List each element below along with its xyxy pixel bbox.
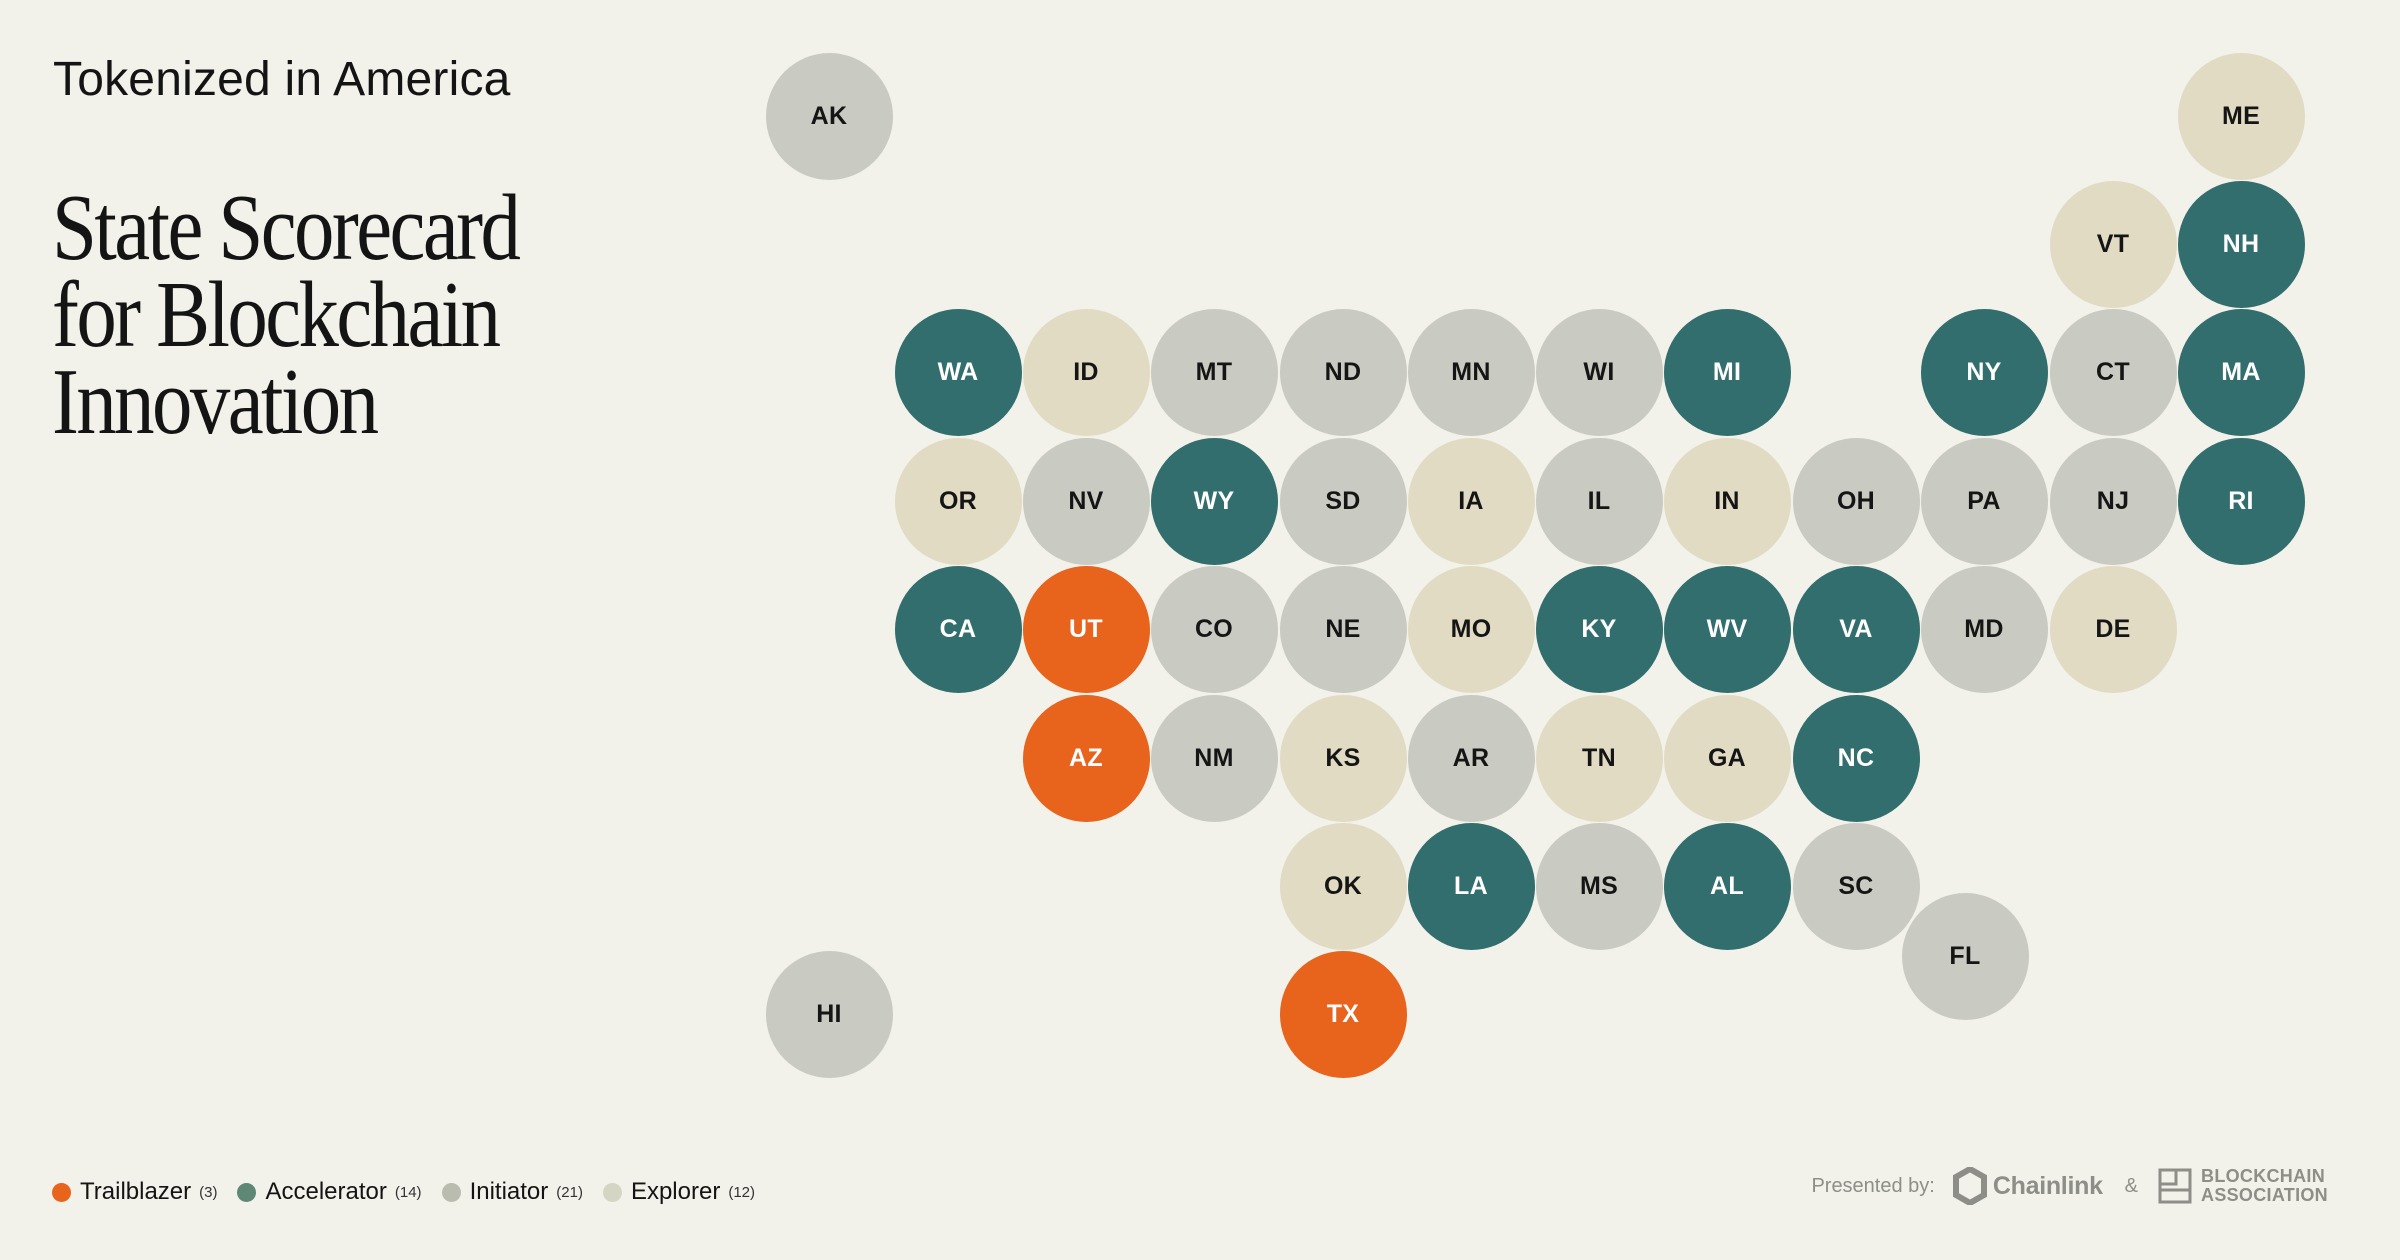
ba-line-2: ASSOCIATION — [2201, 1185, 2328, 1205]
state-la[interactable]: LA — [1407, 822, 1535, 950]
legend-item-explorer: Explorer (12) — [602, 1178, 756, 1206]
state-ms[interactable]: MS — [1535, 822, 1663, 950]
legend-item-accelerator: Accelerator (14) — [237, 1178, 422, 1206]
state-fl[interactable]: FL — [1901, 892, 2029, 1020]
state-sd[interactable]: SD — [1279, 437, 1407, 565]
state-de[interactable]: DE — [2049, 565, 2177, 693]
state-ma[interactable]: MA — [2177, 308, 2305, 436]
state-id[interactable]: ID — [1022, 308, 1150, 436]
legend-count: (12) — [728, 1183, 756, 1201]
title-line-3: Innovation — [52, 350, 379, 454]
state-ca[interactable]: CA — [894, 565, 1022, 693]
chainlink-logo[interactable]: Chainlink — [1952, 1167, 2103, 1205]
state-mn[interactable]: MN — [1407, 308, 1535, 436]
state-vt[interactable]: VT — [2049, 180, 2177, 308]
title-line-1: State Scorecard — [52, 176, 521, 280]
blockchain-association-wordmark: BLOCKCHAIN ASSOCIATION — [2201, 1167, 2328, 1205]
ampersand: & — [2124, 1174, 2139, 1197]
state-nh[interactable]: NH — [2177, 180, 2305, 308]
legend-item-trailblazer: Trailblazer (3) — [52, 1178, 217, 1206]
state-wv[interactable]: WV — [1663, 565, 1791, 693]
state-sc[interactable]: SC — [1792, 822, 1920, 950]
state-nv[interactable]: NV — [1022, 437, 1150, 565]
state-ne[interactable]: NE — [1279, 565, 1407, 693]
blockchain-association-logo[interactable]: BLOCKCHAIN ASSOCIATION — [2158, 1167, 2328, 1205]
state-tx[interactable]: TX — [1279, 950, 1407, 1078]
state-ak[interactable]: AK — [765, 52, 893, 180]
legend-count: (21) — [556, 1183, 583, 1201]
credits: Presented by: Chainlink & BLOCKCHAIN ASS… — [1811, 1167, 2328, 1205]
legend-swatch-trailblazer — [52, 1182, 71, 1202]
state-nd[interactable]: ND — [1279, 308, 1407, 436]
state-mi[interactable]: MI — [1663, 308, 1791, 436]
legend-swatch-explorer — [602, 1182, 622, 1202]
state-me[interactable]: ME — [2177, 52, 2305, 180]
state-ga[interactable]: GA — [1663, 694, 1791, 822]
legend-label: Explorer — [630, 1178, 721, 1205]
title-line-2: for Blockchain — [52, 263, 501, 367]
state-oh[interactable]: OH — [1792, 437, 1920, 565]
state-ky[interactable]: KY — [1535, 565, 1663, 693]
state-mo[interactable]: MO — [1407, 565, 1535, 693]
state-wa[interactable]: WA — [894, 308, 1022, 436]
state-ok[interactable]: OK — [1279, 822, 1407, 950]
state-wy[interactable]: WY — [1150, 437, 1278, 565]
state-nm[interactable]: NM — [1150, 694, 1278, 822]
state-md[interactable]: MD — [1920, 565, 2048, 693]
legend-count: (14) — [394, 1183, 422, 1201]
state-pa[interactable]: PA — [1920, 437, 2048, 565]
state-nj[interactable]: NJ — [2049, 437, 2177, 565]
state-ia[interactable]: IA — [1407, 437, 1535, 565]
blockchain-association-icon — [2158, 1168, 2192, 1204]
state-co[interactable]: CO — [1150, 565, 1278, 693]
state-va[interactable]: VA — [1792, 565, 1920, 693]
presented-by-label: Presented by: — [1811, 1174, 1935, 1197]
state-ut[interactable]: UT — [1022, 565, 1150, 693]
page-title: State Scorecard for Blockchain Innovatio… — [52, 176, 585, 454]
state-ri[interactable]: RI — [2177, 437, 2305, 565]
state-ar[interactable]: AR — [1407, 694, 1535, 822]
state-ny[interactable]: NY — [1920, 308, 2048, 436]
legend-label: Accelerator — [265, 1178, 387, 1205]
legend-label: Trailblazer — [80, 1178, 192, 1205]
state-ks[interactable]: KS — [1279, 694, 1407, 822]
state-tn[interactable]: TN — [1535, 694, 1663, 822]
legend: Trailblazer (3) Accelerator (14) Initiat… — [52, 1178, 775, 1206]
state-in[interactable]: IN — [1663, 437, 1791, 565]
legend-item-initiator: Initiator (21) — [441, 1178, 583, 1206]
legend-label: Initiator — [469, 1178, 549, 1205]
state-hi[interactable]: HI — [765, 950, 893, 1078]
chainlink-hexagon-icon — [1952, 1167, 1987, 1205]
eyebrow-title: Tokenized in America — [53, 53, 511, 106]
state-il[interactable]: IL — [1535, 437, 1663, 565]
state-nc[interactable]: NC — [1792, 694, 1920, 822]
ba-line-1: BLOCKCHAIN — [2201, 1166, 2326, 1186]
legend-count: (3) — [199, 1183, 218, 1201]
state-or[interactable]: OR — [894, 437, 1022, 565]
state-mt[interactable]: MT — [1150, 308, 1278, 436]
state-wi[interactable]: WI — [1535, 308, 1663, 436]
legend-swatch-accelerator — [237, 1182, 257, 1202]
chainlink-wordmark: Chainlink — [1992, 1171, 2103, 1200]
legend-swatch-initiator — [441, 1182, 461, 1202]
state-az[interactable]: AZ — [1022, 694, 1150, 822]
state-ct[interactable]: CT — [2049, 308, 2177, 436]
state-al[interactable]: AL — [1663, 822, 1791, 950]
